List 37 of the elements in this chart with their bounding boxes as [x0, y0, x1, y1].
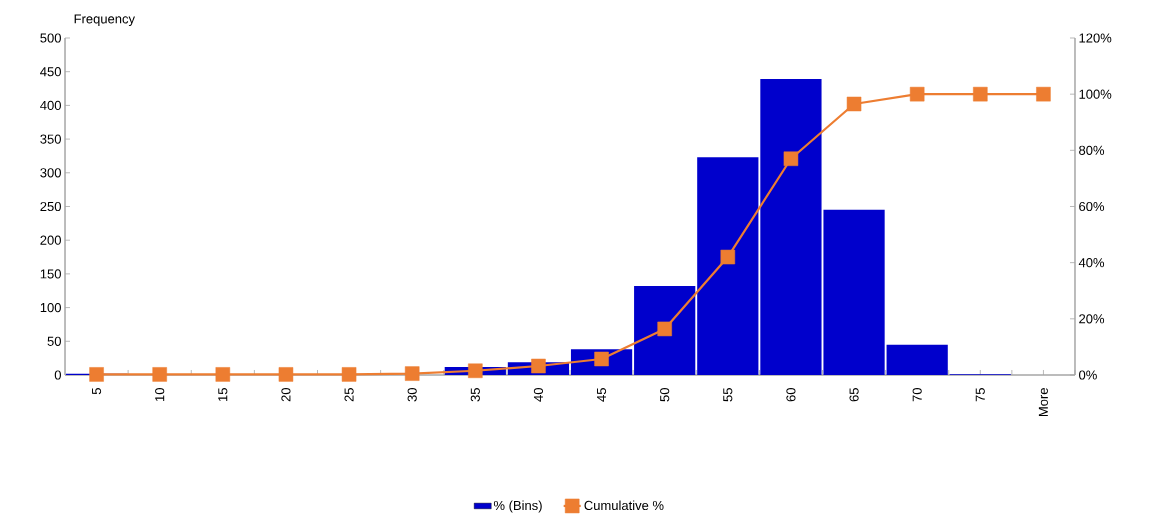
y2-tick-label: 60% [1079, 201, 1105, 211]
x-tick-label: 40 [533, 387, 544, 402]
x-tick-label: 50 [660, 387, 670, 402]
x-tick-label: 35 [470, 387, 480, 402]
x-tick-label: 60 [786, 387, 796, 402]
x-tick-label: More [1038, 387, 1048, 416]
legend-label: Cumulative % [584, 500, 664, 510]
x-tick-label: 15 [218, 387, 228, 401]
y2-tick-label: 100% [1079, 89, 1112, 99]
y2-tick-label: 120% [1079, 33, 1112, 43]
y-tick-label: 100 [40, 302, 61, 312]
x-tick-label: 55 [723, 387, 733, 402]
y2-tick-label: 20% [1079, 314, 1105, 324]
x-tick-label: 5 [92, 387, 102, 395]
y-tick-label: 500 [40, 33, 61, 43]
x-tick-label: 70 [912, 387, 922, 402]
y2-tick-label: 0% [1079, 370, 1097, 380]
y-tick-label: 400 [40, 100, 61, 110]
y-tick-label: 350 [40, 134, 61, 144]
y-tick-label: 450 [40, 66, 61, 77]
x-tick-label: 30 [407, 387, 417, 402]
y-tick-label: 250 [40, 201, 61, 211]
y2-tick-label: 80% [1079, 145, 1105, 155]
x-tick-label: 25 [344, 387, 354, 402]
legend-label: % (Bins) [493, 500, 542, 513]
x-tick-label: 75 [975, 387, 985, 402]
x-tick-label: 45 [597, 387, 607, 402]
y-axis-title: Frequency [74, 14, 135, 26]
x-tick-label: 65 [849, 387, 859, 402]
y2-tick-label: 40% [1078, 257, 1105, 268]
x-tick-label: 20 [281, 387, 291, 402]
y-tick-label: 0 [54, 370, 61, 380]
y-tick-label: 150 [40, 269, 61, 279]
y-tick-label: 50 [47, 336, 61, 346]
x-tick-label: 10 [155, 387, 165, 401]
y-tick-label: 300 [40, 167, 61, 178]
y-tick-label: 200 [40, 235, 61, 245]
